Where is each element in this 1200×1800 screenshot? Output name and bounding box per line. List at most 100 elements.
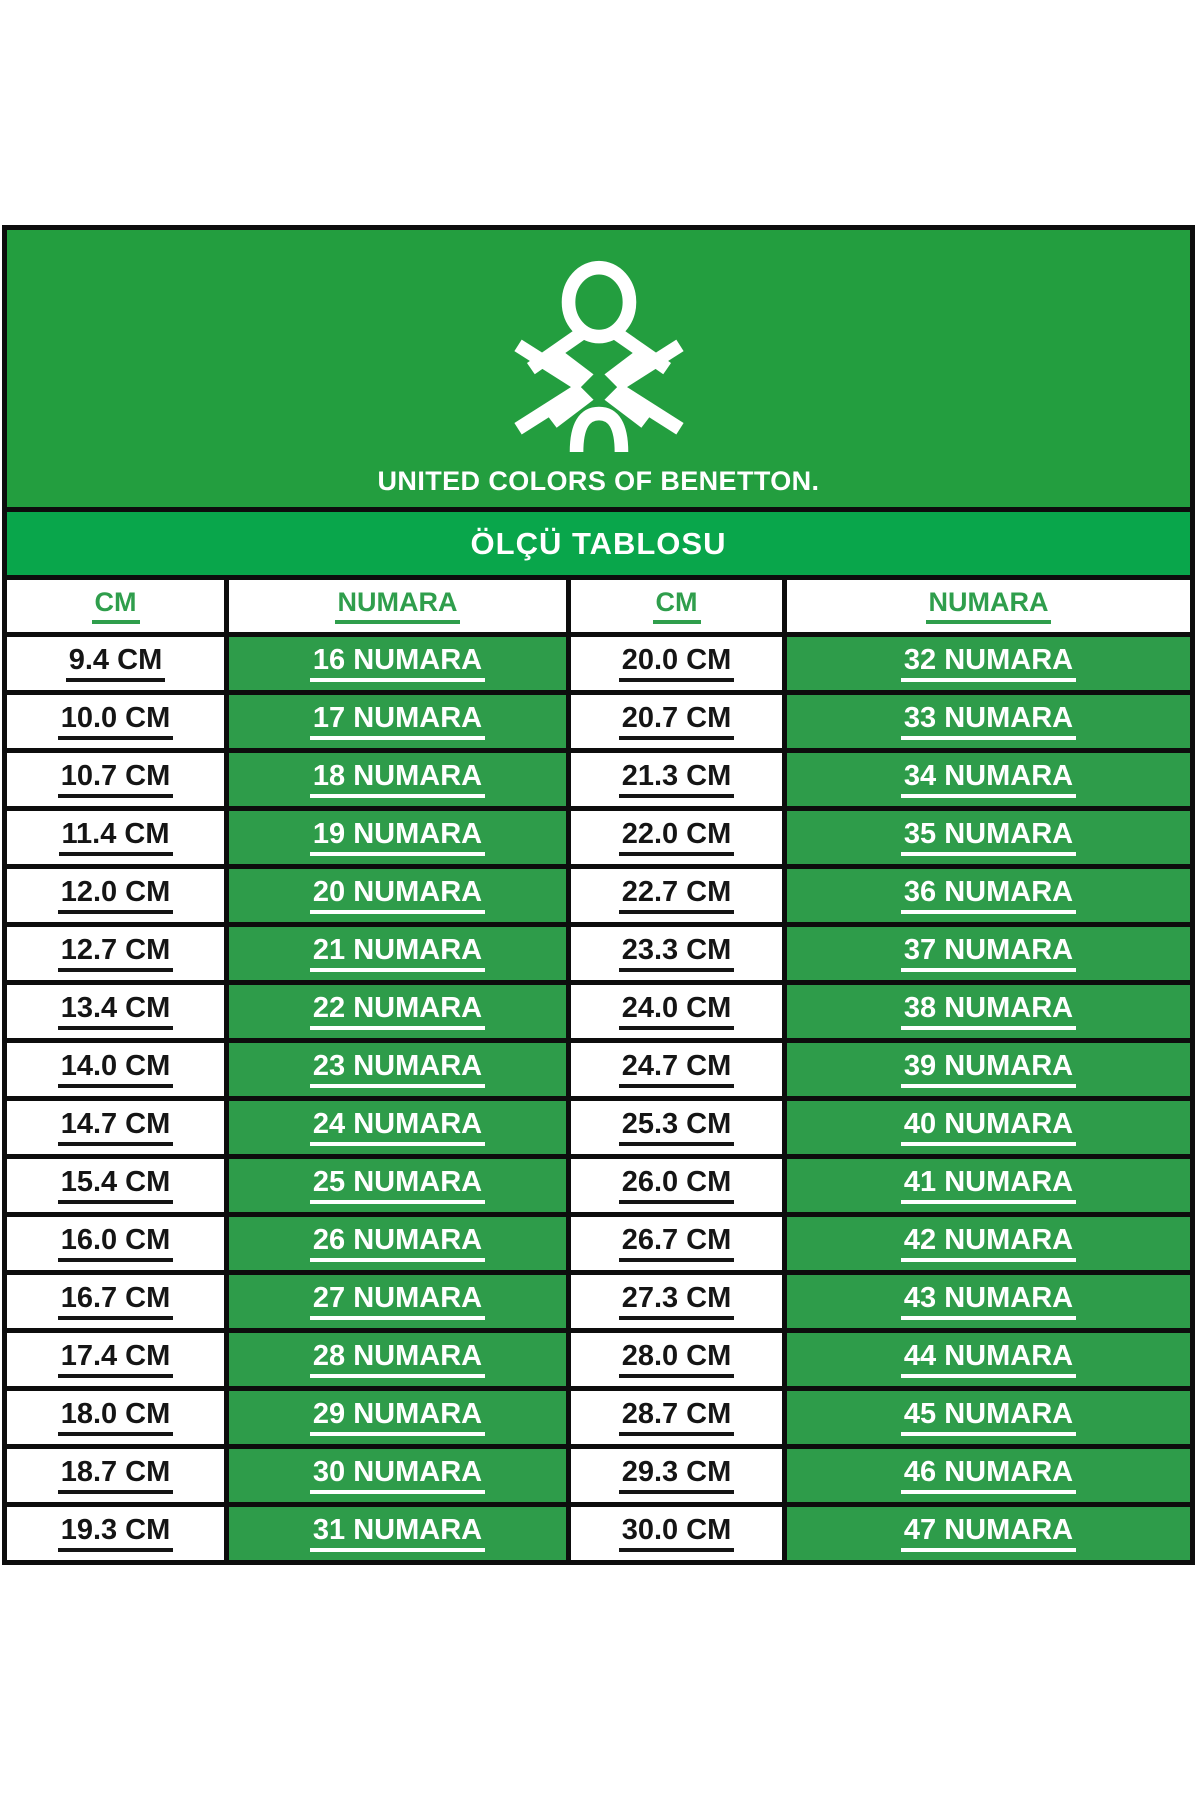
numara-cell: 22 NUMARA — [229, 985, 566, 1038]
numara-cell: 35 NUMARA — [787, 811, 1190, 864]
cell-value: 46 NUMARA — [900, 1456, 1077, 1495]
cm-cell: 22.0 CM — [571, 811, 782, 864]
cell-value: 28.0 CM — [618, 1340, 735, 1379]
cm-cell: 9.4 CM — [7, 637, 224, 690]
cell-value: 24 NUMARA — [309, 1108, 486, 1147]
cell-value: 23.3 CM — [618, 934, 735, 973]
cell-value: 32 NUMARA — [900, 644, 1077, 683]
numara-cell: 28 NUMARA — [229, 1333, 566, 1386]
column-header-label: NUMARA — [925, 588, 1052, 624]
cell-value: 43 NUMARA — [900, 1282, 1077, 1321]
cell-value: 27.3 CM — [618, 1282, 735, 1321]
cell-value: 10.0 CM — [57, 702, 174, 741]
cm-cell: 26.7 CM — [571, 1217, 782, 1270]
numara-cell: 16 NUMARA — [229, 637, 566, 690]
numara-cell: 44 NUMARA — [787, 1333, 1190, 1386]
cm-cell: 25.3 CM — [571, 1101, 782, 1154]
cell-value: 28 NUMARA — [309, 1340, 486, 1379]
cell-value: 22.7 CM — [618, 876, 735, 915]
cell-value: 31 NUMARA — [309, 1514, 486, 1553]
cell-value: 30 NUMARA — [309, 1456, 486, 1495]
cell-value: 18.0 CM — [57, 1398, 174, 1437]
cm-cell: 13.4 CM — [7, 985, 224, 1038]
numara-cell: 25 NUMARA — [229, 1159, 566, 1212]
cm-cell: 18.7 CM — [7, 1449, 224, 1502]
column-header-label: CM — [91, 588, 140, 624]
cell-value: 14.7 CM — [57, 1108, 174, 1147]
cm-cell: 14.7 CM — [7, 1101, 224, 1154]
numara-cell: 38 NUMARA — [787, 985, 1190, 1038]
cell-value: 23 NUMARA — [309, 1050, 486, 1089]
numara-cell: 34 NUMARA — [787, 753, 1190, 806]
numara-cell: 18 NUMARA — [229, 753, 566, 806]
cell-value: 12.0 CM — [57, 876, 174, 915]
cell-value: 25.3 CM — [618, 1108, 735, 1147]
cell-value: 19.3 CM — [57, 1514, 174, 1553]
cm-cell: 23.3 CM — [571, 927, 782, 980]
cell-value: 25 NUMARA — [309, 1166, 486, 1205]
column-header-cm-right: CM — [571, 580, 782, 632]
numara-cell: 37 NUMARA — [787, 927, 1190, 980]
cell-value: 20 NUMARA — [309, 876, 486, 915]
benetton-knot-icon — [513, 260, 684, 453]
cm-cell: 19.3 CM — [7, 1507, 224, 1560]
cell-value: 19 NUMARA — [309, 818, 486, 857]
cm-cell: 30.0 CM — [571, 1507, 782, 1560]
cell-value: 33 NUMARA — [900, 702, 1077, 741]
numara-cell: 47 NUMARA — [787, 1507, 1190, 1560]
cell-value: 44 NUMARA — [900, 1340, 1077, 1379]
cm-cell: 18.0 CM — [7, 1391, 224, 1444]
cell-value: 21 NUMARA — [309, 934, 486, 973]
cell-value: 27 NUMARA — [309, 1282, 486, 1321]
cell-value: 24.0 CM — [618, 992, 735, 1031]
cell-value: 17.4 CM — [57, 1340, 174, 1379]
cell-value: 36 NUMARA — [900, 876, 1077, 915]
cell-value: 47 NUMARA — [900, 1514, 1077, 1553]
numara-cell: 26 NUMARA — [229, 1217, 566, 1270]
table-title-banner: ÖLÇÜ TABLOSU — [7, 512, 1190, 575]
cell-value: 29.3 CM — [618, 1456, 735, 1495]
brand-header: UNITED COLORS OF BENETTON. — [7, 230, 1190, 507]
numara-cell: 33 NUMARA — [787, 695, 1190, 748]
numara-cell: 30 NUMARA — [229, 1449, 566, 1502]
cm-cell: 10.7 CM — [7, 753, 224, 806]
cm-cell: 20.0 CM — [571, 637, 782, 690]
cell-value: 16 NUMARA — [309, 644, 486, 683]
cell-value: 24.7 CM — [618, 1050, 735, 1089]
cell-value: 45 NUMARA — [900, 1398, 1077, 1437]
cm-cell: 14.0 CM — [7, 1043, 224, 1096]
cell-value: 34 NUMARA — [900, 760, 1077, 799]
cm-cell: 20.7 CM — [571, 695, 782, 748]
cell-value: 16.0 CM — [57, 1224, 174, 1263]
cm-cell: 12.7 CM — [7, 927, 224, 980]
cell-value: 38 NUMARA — [900, 992, 1077, 1031]
cm-cell: 15.4 CM — [7, 1159, 224, 1212]
cell-value: 16.7 CM — [57, 1282, 174, 1321]
cell-value: 22.0 CM — [618, 818, 735, 857]
numara-cell: 43 NUMARA — [787, 1275, 1190, 1328]
cm-cell: 11.4 CM — [7, 811, 224, 864]
numara-cell: 19 NUMARA — [229, 811, 566, 864]
numara-cell: 29 NUMARA — [229, 1391, 566, 1444]
numara-cell: 45 NUMARA — [787, 1391, 1190, 1444]
cell-value: 9.4 CM — [65, 644, 166, 683]
numara-cell: 20 NUMARA — [229, 869, 566, 922]
brand-wordmark: UNITED COLORS OF BENETTON. — [377, 466, 820, 496]
cell-value: 26 NUMARA — [309, 1224, 486, 1263]
table-title: ÖLÇÜ TABLOSU — [470, 525, 727, 561]
cm-cell: 24.0 CM — [571, 985, 782, 1038]
cm-cell: 16.7 CM — [7, 1275, 224, 1328]
cell-value: 13.4 CM — [57, 992, 174, 1031]
numara-cell: 40 NUMARA — [787, 1101, 1190, 1154]
cell-value: 12.7 CM — [57, 934, 174, 973]
cm-cell: 28.7 CM — [571, 1391, 782, 1444]
cell-value: 26.7 CM — [618, 1224, 735, 1263]
cell-value: 30.0 CM — [618, 1514, 735, 1553]
column-header-numara-left: NUMARA — [229, 580, 566, 632]
cm-cell: 28.0 CM — [571, 1333, 782, 1386]
numara-cell: 23 NUMARA — [229, 1043, 566, 1096]
cell-value: 17 NUMARA — [309, 702, 486, 741]
cell-value: 21.3 CM — [618, 760, 735, 799]
cell-value: 35 NUMARA — [900, 818, 1077, 857]
cm-cell: 12.0 CM — [7, 869, 224, 922]
